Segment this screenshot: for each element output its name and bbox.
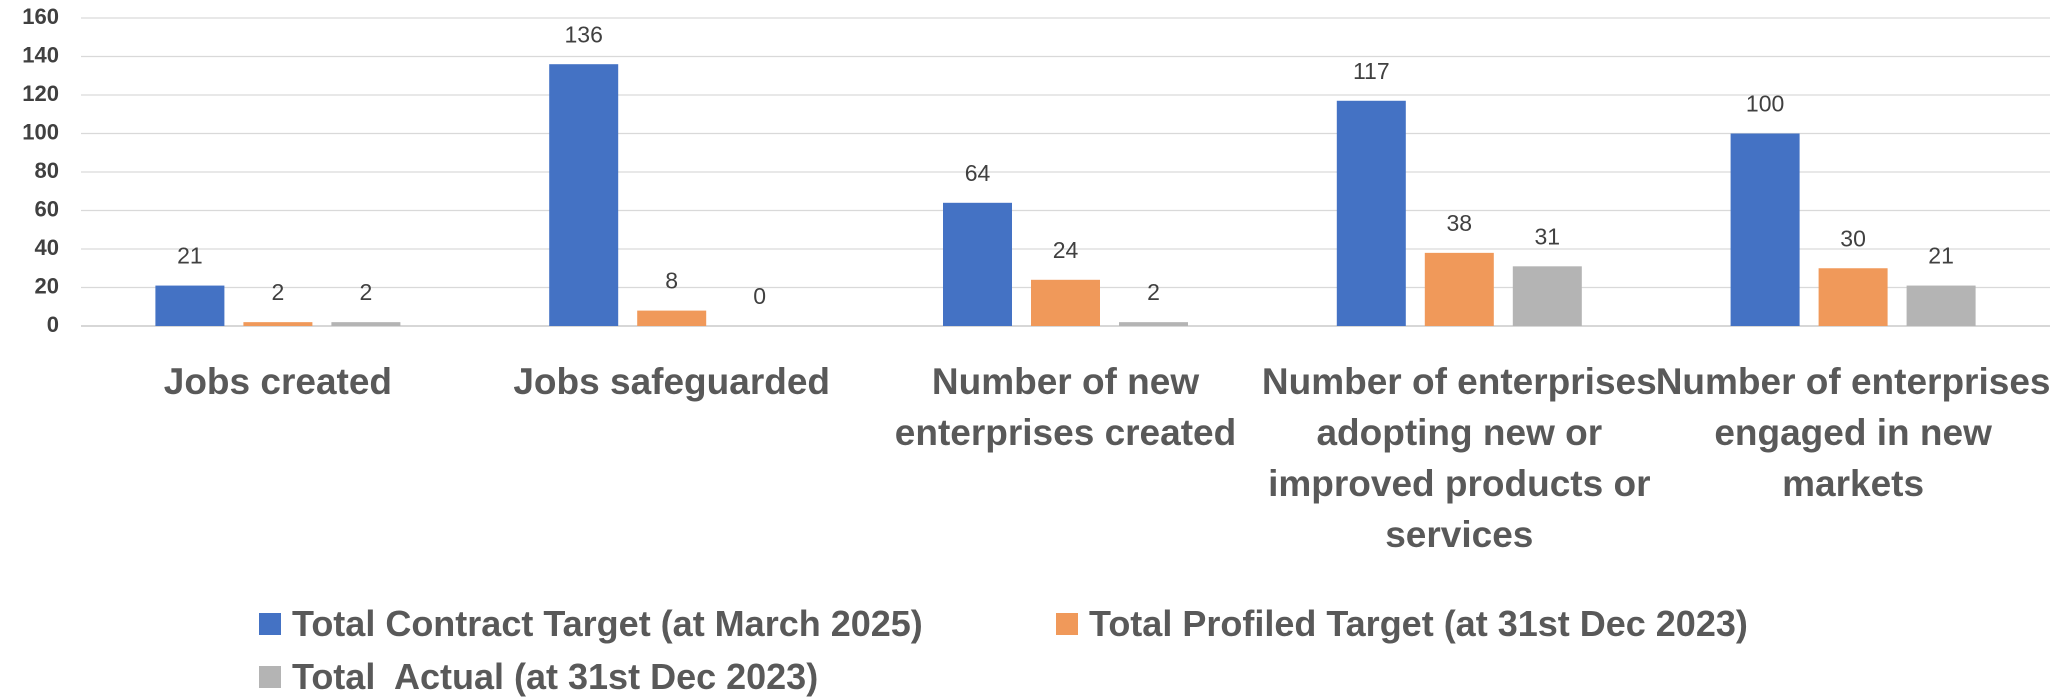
bar: [1730, 133, 1800, 326]
y-tick-label: 140: [22, 42, 59, 67]
bar: [155, 285, 225, 326]
value-label: 64: [965, 160, 991, 186]
bar: [1818, 268, 1888, 326]
bar: [331, 322, 401, 326]
legend-swatch: [259, 666, 281, 688]
x-tick-label: Jobs created: [163, 361, 393, 402]
value-label: 2: [1147, 279, 1160, 305]
value-label: 8: [665, 268, 678, 294]
bar: [549, 64, 619, 326]
value-label: 24: [1053, 237, 1079, 263]
bar: [1119, 322, 1188, 326]
bar: [1031, 279, 1100, 326]
value-label: 117: [1353, 58, 1390, 84]
value-label: 30: [1840, 225, 1866, 251]
value-label: 2: [272, 279, 285, 305]
value-label: 0: [753, 283, 766, 309]
legend-item: Total Profiled Target (at 31st Dec 2023): [1056, 603, 1748, 645]
y-tick-label: 60: [35, 196, 59, 221]
y-tick-label: 40: [35, 235, 59, 260]
value-label: 21: [177, 243, 203, 269]
value-label: 2: [360, 279, 373, 305]
legend-swatch: [259, 613, 281, 635]
value-label: 100: [1746, 91, 1784, 117]
value-label: 38: [1447, 210, 1473, 236]
x-tick-label: Number of new enterprises created: [894, 361, 1237, 453]
bar: [1906, 285, 1976, 326]
x-tick-label: Number of enterprises engaged in new mar…: [1655, 361, 2050, 504]
legend-label: Total Actual (at 31st Dec 2023): [292, 656, 819, 697]
bar: [943, 202, 1012, 326]
bar: [243, 322, 313, 326]
x-tick-label: Jobs safeguarded: [513, 361, 831, 402]
bar: [1512, 266, 1582, 326]
legend-item: Total Contract Target (at March 2025): [259, 603, 923, 645]
x-tick-label: Number of enterprises adopting new or im…: [1261, 361, 1657, 555]
legend-item: Total Actual (at 31st Dec 2023): [259, 656, 818, 698]
bar: [637, 310, 707, 326]
bar: [1424, 252, 1494, 326]
legend-label: Total Profiled Target (at 31st Dec 2023): [1089, 603, 1748, 644]
y-tick-label: 20: [35, 273, 59, 298]
bar: [1336, 100, 1406, 327]
y-tick-label: 100: [22, 119, 59, 144]
y-tick-label: 0: [47, 312, 59, 337]
legend-label: Total Contract Target (at March 2025): [292, 603, 923, 644]
legend-swatch: [1056, 613, 1078, 635]
value-label: 136: [565, 21, 603, 47]
value-label: 31: [1535, 223, 1561, 249]
y-tick-label: 80: [35, 158, 59, 183]
value-label: 21: [1928, 243, 1954, 269]
y-tick-label: 160: [22, 4, 59, 29]
y-tick-label: 120: [22, 81, 59, 106]
